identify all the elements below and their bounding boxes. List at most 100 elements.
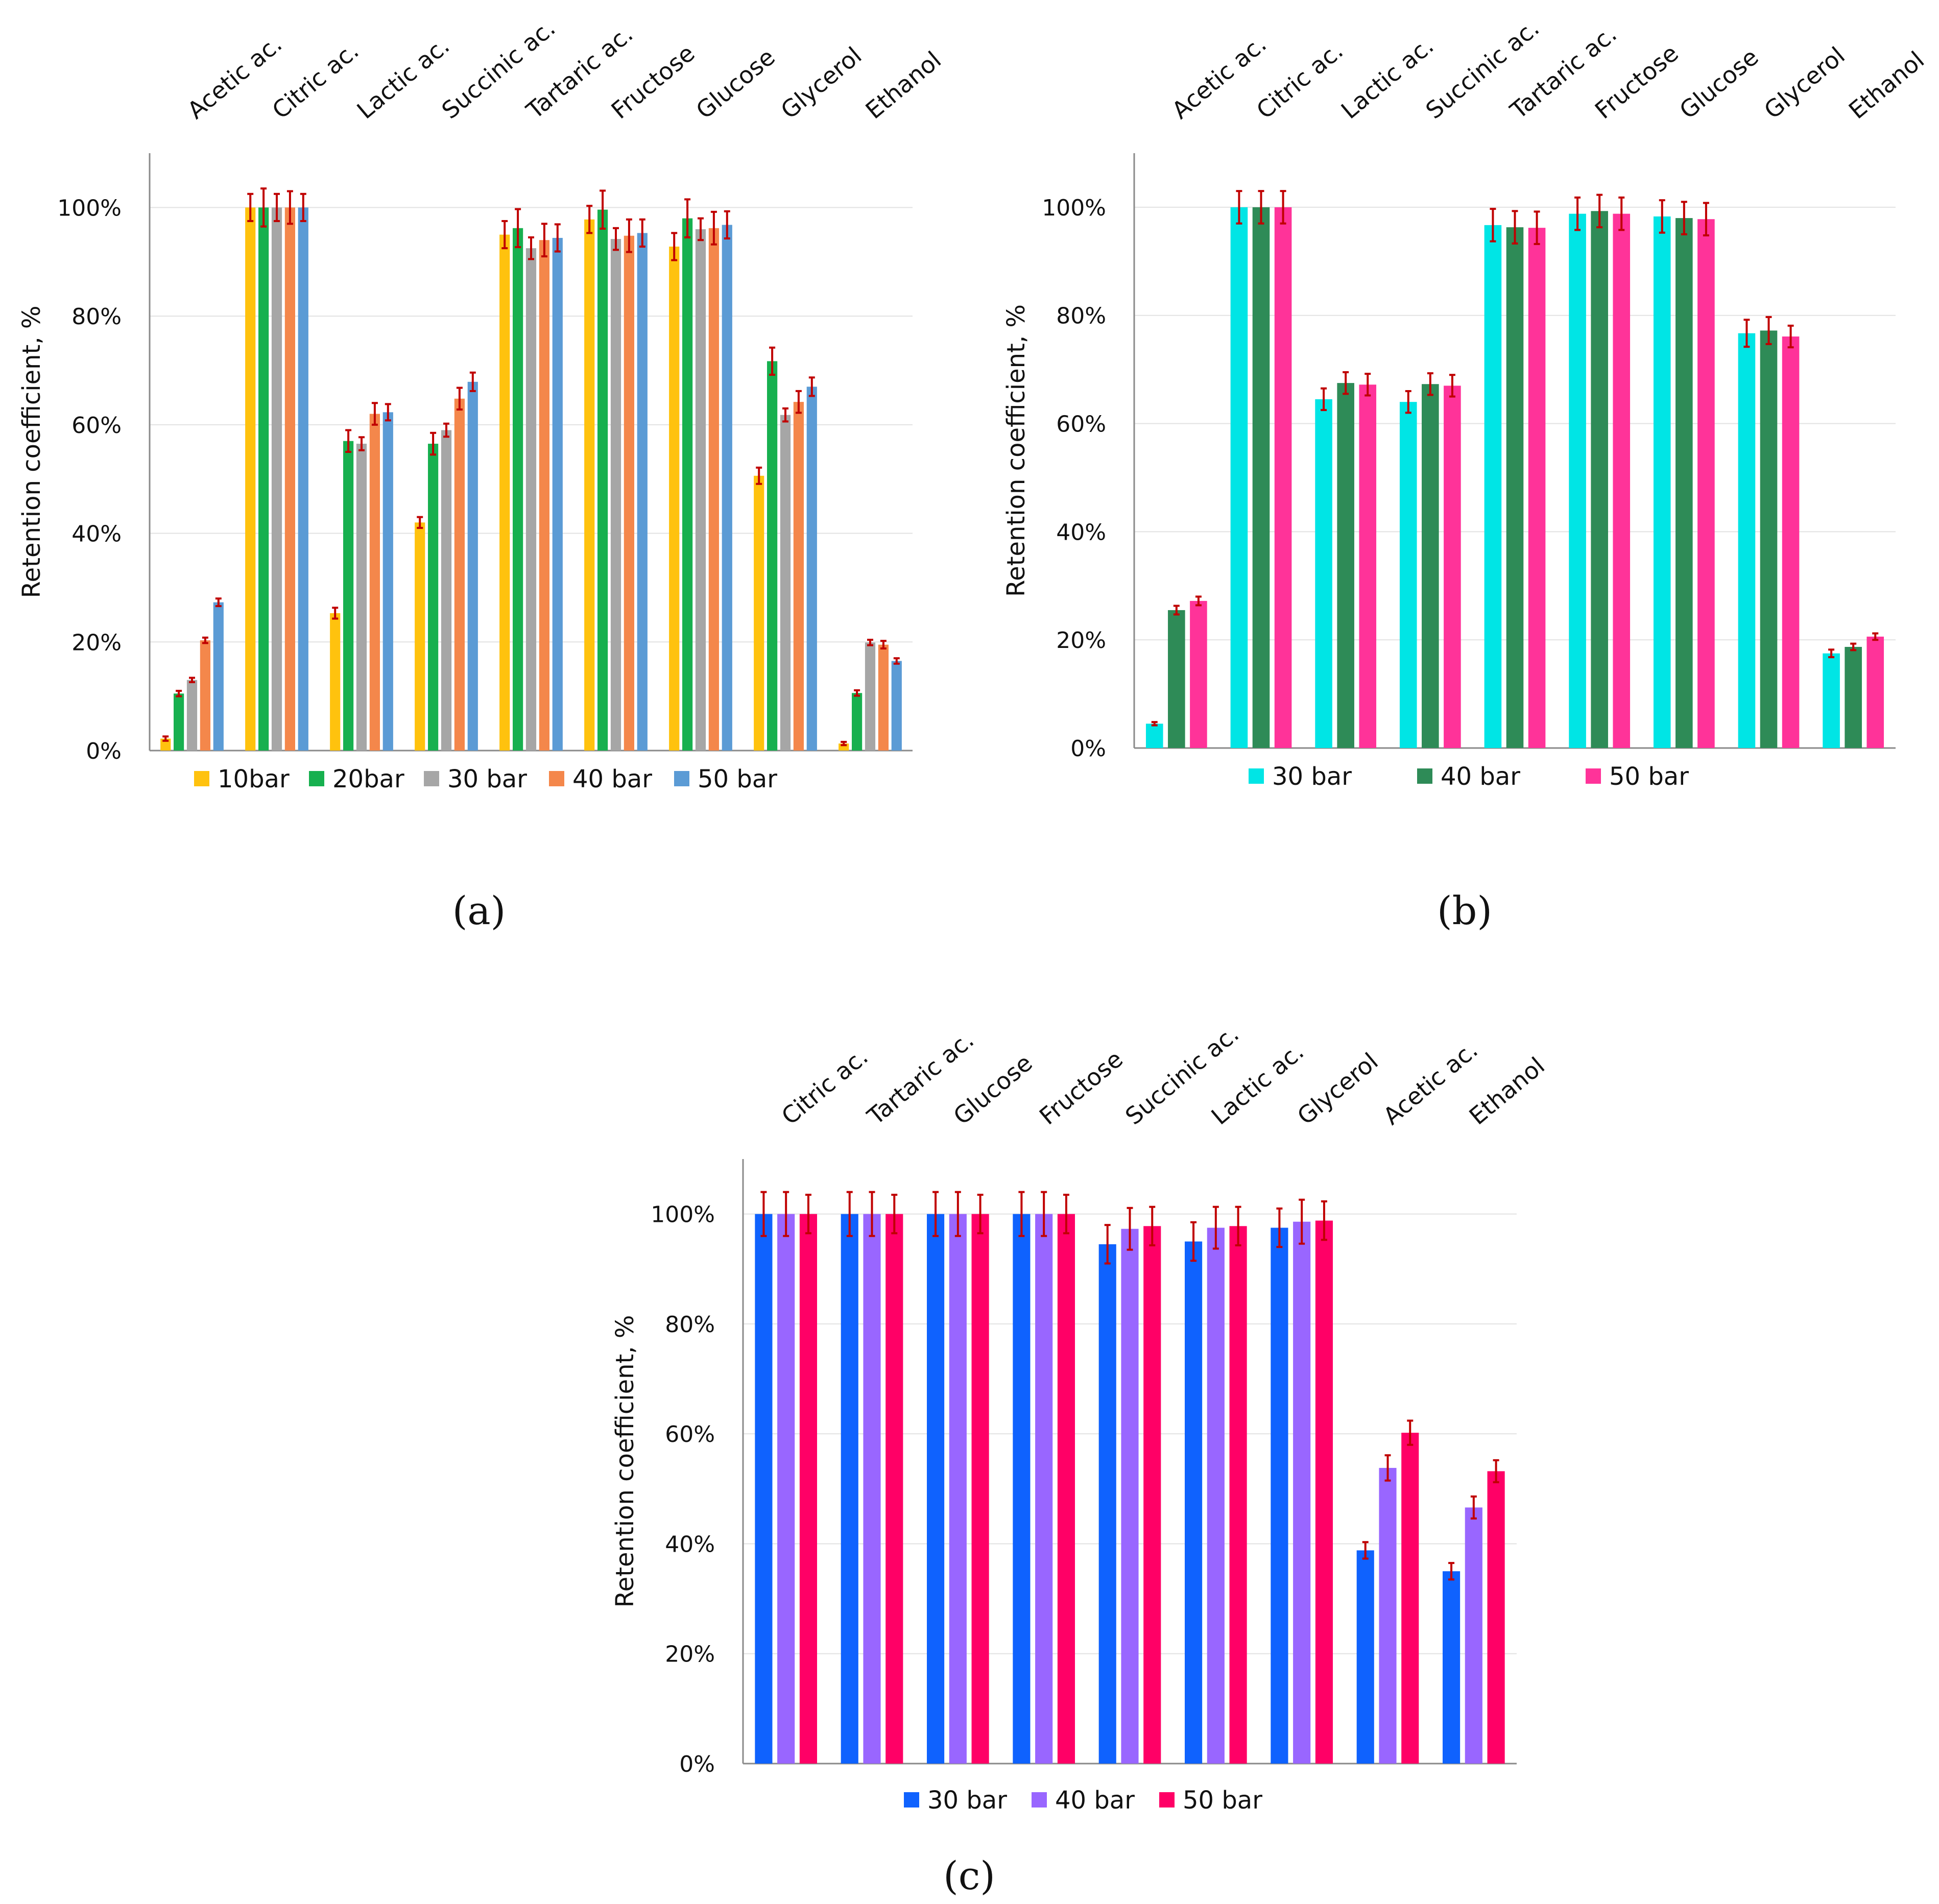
bar: [1184, 1241, 1203, 1764]
error-bar: [954, 1191, 961, 1237]
y-tick-label: 80%: [71, 304, 122, 330]
bar: [777, 1214, 795, 1764]
bar: [1293, 1221, 1311, 1764]
error-bar: [1321, 1200, 1327, 1241]
bar: [885, 1214, 903, 1764]
error-bar: [1384, 1454, 1391, 1482]
error-bar: [783, 1191, 789, 1237]
bar: [1230, 207, 1248, 749]
legend-swatch: [424, 771, 439, 786]
error-bar: [671, 232, 678, 261]
error-bar: [1703, 202, 1709, 236]
bar: [949, 1214, 967, 1764]
error-bar: [286, 190, 293, 225]
bar: [682, 218, 693, 751]
error-bar: [1212, 1206, 1219, 1250]
y-tick-label: 20%: [71, 630, 122, 656]
error-bar: [1276, 1207, 1283, 1248]
error-bar: [247, 192, 254, 222]
y-tick-label: 100%: [651, 1202, 715, 1228]
error-bar: [893, 657, 900, 665]
bar: [1057, 1214, 1075, 1764]
bar: [1528, 228, 1546, 748]
y-tick-label: 20%: [665, 1642, 715, 1668]
bar: [865, 642, 876, 751]
error-bar: [756, 466, 762, 485]
error-bar: [515, 208, 521, 249]
captions: (a) (b) (c): [452, 888, 1492, 1898]
bar: [669, 246, 680, 751]
error-bar: [1765, 316, 1772, 345]
legend-label: 10bar: [218, 765, 290, 793]
error-bar: [1574, 196, 1581, 231]
error-bar: [1321, 387, 1327, 412]
legend-swatch: [1032, 1792, 1047, 1807]
y-tick-label: 0%: [1070, 736, 1106, 762]
bar: [258, 207, 269, 751]
error-bar: [1104, 1224, 1111, 1265]
error-bar: [162, 735, 169, 742]
error-bar: [854, 689, 860, 697]
bar: [513, 228, 523, 751]
error-bar: [1850, 642, 1857, 652]
bar: [878, 644, 889, 751]
error-bar: [841, 740, 847, 746]
bar: [755, 1214, 773, 1764]
bar: [1190, 600, 1207, 748]
error-bar: [501, 220, 508, 250]
error-bar: [639, 218, 645, 248]
error-bar: [1787, 324, 1794, 349]
y-tick-label: 60%: [71, 413, 122, 439]
bar: [708, 228, 719, 751]
error-bar: [385, 403, 391, 422]
error-bar: [1235, 1206, 1241, 1246]
bar: [1845, 646, 1862, 748]
bar: [284, 207, 295, 751]
legend-label: 40 bar: [572, 765, 652, 793]
legend: 30 bar 40 bar 50 bar: [904, 1786, 1262, 1815]
bar: [1207, 1227, 1225, 1764]
bar: [1442, 1571, 1461, 1764]
error-bar: [760, 1191, 767, 1237]
error-bar: [1190, 1221, 1197, 1262]
error-bar: [1195, 595, 1202, 607]
bar: [454, 398, 465, 751]
legend-label: 30 bar: [447, 765, 527, 793]
bar: [186, 680, 198, 751]
bar: [1035, 1214, 1053, 1764]
error-bar: [808, 376, 815, 397]
bar: [298, 207, 308, 751]
error-bar: [1405, 390, 1411, 414]
error-bar: [880, 640, 887, 650]
bar: [584, 219, 595, 751]
bar: [1121, 1228, 1139, 1764]
error-bar: [1236, 190, 1242, 225]
y-tick-label: 60%: [665, 1421, 715, 1448]
error-bar: [586, 205, 593, 234]
bar: [441, 430, 452, 751]
bar: [1143, 1226, 1161, 1764]
bar: [382, 412, 393, 751]
bar: [1359, 384, 1377, 748]
legend-swatch: [194, 771, 209, 786]
bar: [1569, 213, 1586, 749]
bar: [1484, 225, 1502, 748]
y-tick-label: 100%: [1042, 195, 1106, 221]
error-bar: [1427, 372, 1433, 396]
bar: [1444, 385, 1461, 748]
bar: [1229, 1226, 1247, 1764]
legend-swatch: [1417, 768, 1432, 784]
bar: [200, 640, 210, 751]
error-bar: [1173, 605, 1180, 616]
bar: [1738, 333, 1756, 748]
legend-label: 40 bar: [1441, 762, 1520, 791]
bar: [610, 239, 621, 751]
bar: [637, 233, 648, 751]
error-bar: [554, 223, 561, 253]
legend-swatch: [904, 1792, 919, 1807]
bar: [369, 414, 380, 751]
legend-swatch: [549, 771, 564, 786]
y-tick-label: 60%: [1056, 412, 1106, 438]
bar: [793, 402, 804, 751]
bar: [1274, 207, 1292, 749]
